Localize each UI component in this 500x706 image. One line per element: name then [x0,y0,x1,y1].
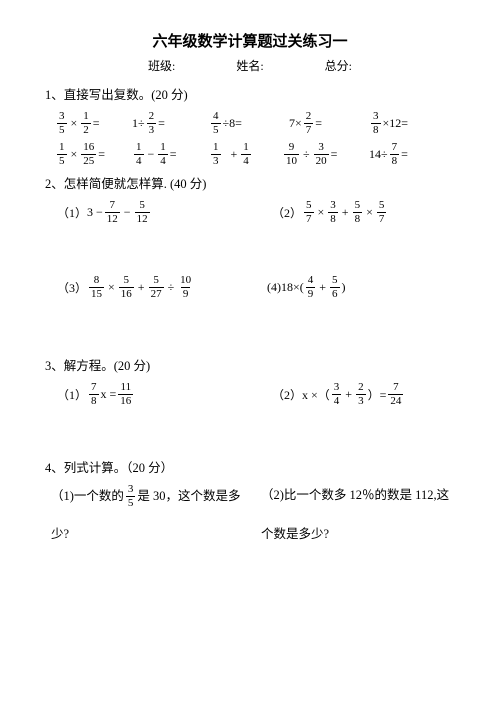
score-label: 总分: [325,57,352,74]
section3-heading: 3、解方程。(20 分) [45,355,455,374]
section2-heading: 2、怎样简便就怎样算. (40 分) [45,173,455,192]
s1r2e: 14÷ 78 = [369,142,408,167]
s4-right-a: （2)比一个数多 12％的数是 112,这 [261,484,449,508]
s2-row2: （3） 815 × 516 + 527 ÷ 109 (4) 18×( 49 + … [57,275,455,300]
page-title: 六年级数学计算题过关练习一 [45,30,455,51]
section1-heading: 1、直接写出复数。(20 分) [45,84,455,103]
s3-left: （1） 78 x = 1116 [57,382,272,407]
class-label: 班级: [148,57,175,74]
info-row: 班级: 姓名: 总分: [45,57,455,74]
s2r1-right: （2） 57 × 38 + 58 × 57 [272,200,388,225]
s1r2a: 15 × 1625 = [55,142,132,167]
s2r2-right: (4) 18×( 49 + 56 ) [267,275,346,300]
name-label: 姓名: [236,57,263,74]
s1-row1: 35 × 12 = 1÷ 23 = 45 ÷8= 7× 27 = 38 ×12= [55,111,455,136]
s1-row2: 15 × 1625 = 14 − 14 = 13 + 14 910 ÷ 320 … [55,142,455,167]
s2r1-left: （1） 3 − 712 − 512 [57,200,272,225]
s3-right: （2） x ×（ 34 + 23 ）= 724 [272,382,405,407]
s4-left-a: （1)一个数的 35 是 30，这个数是多 [51,484,261,509]
s1r1e: 38 ×12= [369,111,408,136]
s1r2b: 14 − 14 = [132,142,209,167]
section4-heading: 4、列式计算。（20 分） [45,457,455,476]
s1r1d: 7× 27 = [289,111,369,136]
s4-row1: （1)一个数的 35 是 30，这个数是多 （2)比一个数多 12％的数是 11… [51,484,455,509]
s4-right-b: 个数是多少? [261,523,329,547]
s2-row1: （1） 3 − 712 − 512 （2） 57 × 38 + 58 × 57 [57,200,455,225]
s1r1a: 35 × 12 = [55,111,132,136]
s3-row: （1） 78 x = 1116 （2） x ×（ 34 + 23 ）= 724 [57,382,455,407]
s4-row2: 少? 个数是多少? [51,523,455,547]
s1r1b: 1÷ 23 = [132,111,209,136]
s1r2d: 910 ÷ 320 = [282,142,369,167]
s1r2c: 13 + 14 [209,142,282,167]
s4-left-b: 少? [51,523,261,547]
s1r1c: 45 ÷8= [209,111,289,136]
s2r2-left: （3） 815 × 516 + 527 ÷ 109 [57,275,267,300]
